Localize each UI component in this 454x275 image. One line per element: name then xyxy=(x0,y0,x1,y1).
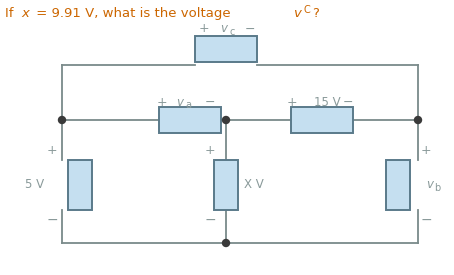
Text: C: C xyxy=(304,5,310,15)
Text: −: − xyxy=(46,213,58,227)
Text: +: + xyxy=(421,144,431,156)
Bar xyxy=(214,160,238,210)
Text: −: − xyxy=(245,23,255,35)
Text: ?: ? xyxy=(312,7,319,20)
Text: If: If xyxy=(5,7,18,20)
Circle shape xyxy=(415,117,421,123)
Text: X V: X V xyxy=(244,178,264,191)
Text: v: v xyxy=(293,7,301,20)
Text: −: − xyxy=(204,213,216,227)
Text: −: − xyxy=(420,213,432,227)
Text: x: x xyxy=(21,7,30,20)
Circle shape xyxy=(222,240,230,246)
Text: c: c xyxy=(229,27,235,37)
Text: −: − xyxy=(205,95,215,109)
Bar xyxy=(386,160,410,210)
Text: v: v xyxy=(221,23,227,35)
Text: +: + xyxy=(286,95,297,109)
Bar xyxy=(195,36,257,62)
Text: a: a xyxy=(185,100,191,110)
Text: −: − xyxy=(343,95,353,109)
Text: v: v xyxy=(426,178,433,191)
Text: +: + xyxy=(205,144,215,156)
Text: b: b xyxy=(434,183,440,193)
Text: = 9.91 V, what is the voltage: = 9.91 V, what is the voltage xyxy=(32,7,234,20)
Circle shape xyxy=(222,117,230,123)
Text: 15 V: 15 V xyxy=(314,95,340,109)
Text: v: v xyxy=(177,95,183,109)
Circle shape xyxy=(59,117,65,123)
Bar xyxy=(68,160,92,210)
Bar xyxy=(291,107,353,133)
Text: 5 V: 5 V xyxy=(25,178,44,191)
Text: +: + xyxy=(47,144,57,156)
Text: +: + xyxy=(157,95,168,109)
Bar xyxy=(159,107,221,133)
Text: +: + xyxy=(199,23,209,35)
